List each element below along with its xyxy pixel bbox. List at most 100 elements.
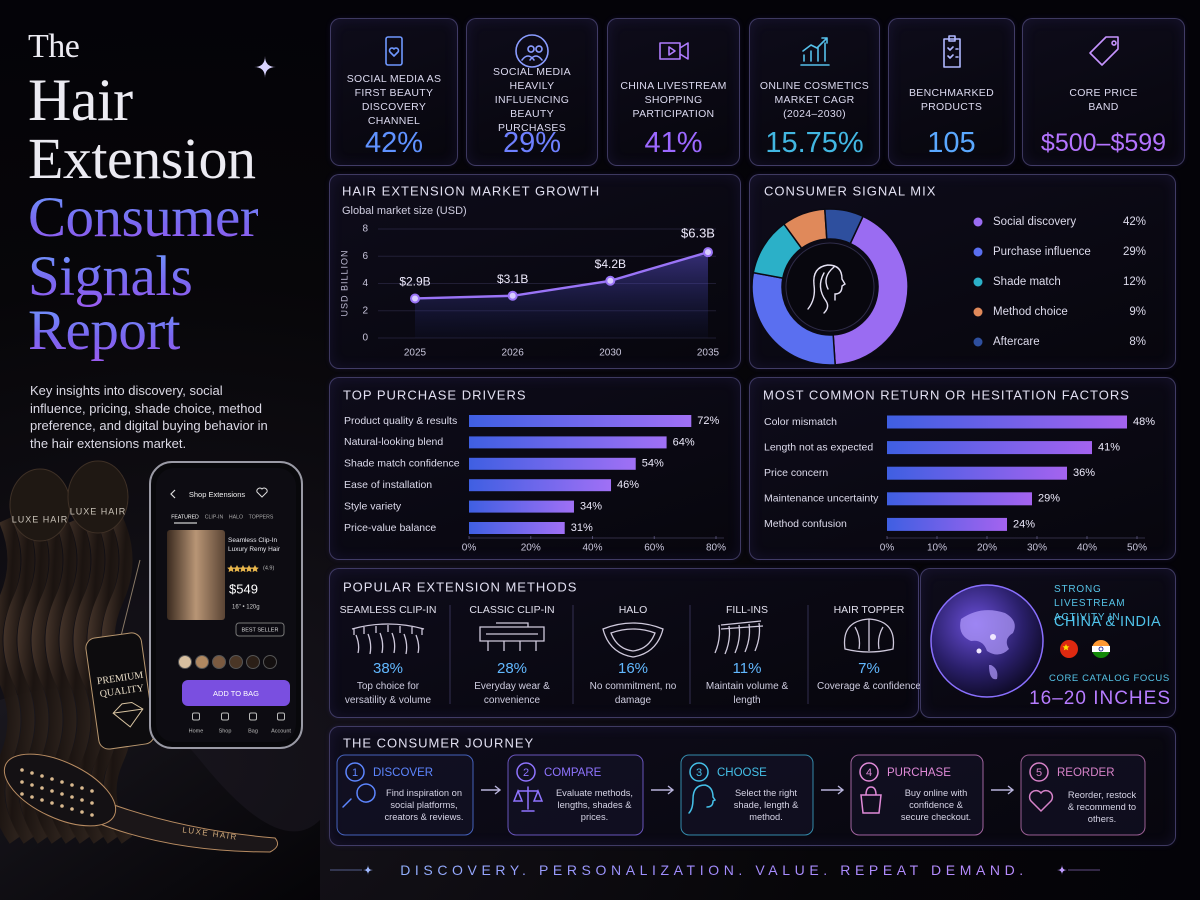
- point: [703, 247, 713, 258]
- chart-panel: TOP PURCHASE DRIVERS 0% 20% 40% 60% 80% Produc…: [329, 377, 741, 560]
- x-tick-label: 40%: [1077, 543, 1097, 554]
- brush-bristle: [60, 780, 64, 784]
- value-label: $4.2B: [595, 257, 626, 271]
- method-note: No commitment, no damage: [589, 681, 677, 706]
- step-number: 2: [523, 767, 529, 779]
- shade-swatch: [195, 655, 209, 669]
- focus-label: CORE CATALOG FOCUS: [1049, 673, 1170, 684]
- legend-label: Social discovery: [993, 216, 1076, 228]
- icon-stroke: [515, 34, 549, 68]
- icon-stroke: [942, 35, 961, 68]
- value-label: 31%: [571, 522, 593, 534]
- brush-bristle: [50, 777, 54, 781]
- bar: [887, 466, 1067, 480]
- step-box: [336, 754, 474, 836]
- brush-bristle: [20, 792, 24, 796]
- chart-subtitle: Global market size (USD): [342, 205, 467, 217]
- nav-label: Home: [189, 728, 204, 734]
- value-label: $6.3B: [681, 226, 715, 241]
- x-tick-label: 20%: [521, 543, 541, 554]
- title-line: Report: [28, 299, 181, 362]
- kpi-value: 105: [927, 127, 976, 159]
- title-line: The: [28, 28, 80, 65]
- step-box: [680, 754, 814, 836]
- kpi-value: 15.75%: [765, 127, 864, 159]
- rating: (4.9): [263, 565, 274, 571]
- bar: [887, 492, 1032, 506]
- legend-swatch: [973, 337, 983, 347]
- kpi-icon: [942, 35, 961, 68]
- methods-panel: POPULAR EXTENSION METHODS SEAMLESS CLIP-I…: [329, 568, 921, 718]
- title-line: Consumer: [28, 186, 259, 249]
- category-label: Natural-looking blend: [344, 436, 443, 448]
- method-name: SEAMLESS CLIP-IN: [339, 604, 437, 616]
- legend-value: 29%: [1123, 246, 1146, 258]
- shade-swatch: [229, 655, 243, 669]
- back-chevron: [170, 489, 176, 499]
- step-text: Select the right shade, length & method.: [733, 788, 799, 822]
- method-icon: [351, 623, 425, 655]
- icon-stroke: [385, 36, 403, 66]
- add-button-label: ADD TO BAG: [213, 689, 259, 698]
- step-text: Evaluate methods, lengths, shades & pric…: [555, 788, 633, 822]
- y-tick-label: 2: [362, 305, 368, 316]
- donut-center: [785, 242, 875, 332]
- method-icon: [602, 622, 664, 658]
- kpi-label: CORE PRICE BAND: [1069, 87, 1138, 113]
- rating-star: [245, 565, 253, 573]
- rating-star: [227, 565, 235, 573]
- brush-bristle: [70, 807, 74, 811]
- shade-swatch: [178, 655, 192, 669]
- kpi-label: CHINA LIVESTREAM SHOPPING PARTICIPATION: [620, 80, 727, 120]
- add-button: [182, 680, 290, 706]
- face-icon: [807, 264, 846, 314]
- chart: HAIR EXTENSION MARKET GROWTH Global marke…: [339, 183, 719, 358]
- kpi-label: SOCIAL MEDIA AS FIRST BEAUTY DISCOVERY C…: [346, 73, 442, 127]
- step-name: PURCHASE: [887, 767, 951, 779]
- bar: [469, 415, 692, 427]
- bar: [469, 522, 565, 534]
- x-tick-label: 0%: [462, 543, 477, 554]
- bundle-brand: LUXE HAIR: [70, 506, 127, 516]
- line: [414, 251, 709, 300]
- category-label: Maintenance uncertainty: [764, 493, 879, 505]
- brush-bristle: [50, 789, 54, 793]
- brush-bristle: [90, 801, 94, 805]
- livestream-panel: STRONG LIVESTREAM ACTIVITY IN CHINA & IND…: [920, 568, 1176, 718]
- methods-art: POPULAR EXTENSION METHODS: [343, 579, 895, 704]
- step-box: [850, 754, 984, 836]
- step-icon: [1028, 789, 1054, 813]
- kpi-icon: [385, 36, 403, 66]
- diamond-icon: [112, 701, 144, 728]
- brush-bristle: [40, 798, 44, 802]
- price: $549: [229, 581, 258, 596]
- focus-value: 16–20 INCHES: [1029, 688, 1171, 709]
- step-text: Buy online with confidence & secure chec…: [900, 788, 972, 822]
- chart-title: CONSUMER SIGNAL MIX: [764, 183, 936, 198]
- legend-label: Purchase influence: [993, 246, 1091, 258]
- icon-stroke: [799, 37, 830, 66]
- category-label: Ease of installation: [344, 479, 432, 491]
- kpi-value: $500–$599: [1040, 129, 1167, 157]
- step-icon: [688, 784, 717, 814]
- method-share: 16%: [617, 660, 649, 677]
- method-icon: [714, 620, 764, 655]
- price-tag: [85, 632, 155, 750]
- badge: BEST SELLER: [242, 627, 279, 633]
- screen-tab: HALO: [229, 514, 243, 520]
- title-line: Extension: [28, 126, 256, 191]
- product-image: [167, 530, 225, 620]
- y-tick-label: 0: [362, 333, 368, 344]
- legend-label: Method choice: [993, 306, 1068, 318]
- brush-bristle: [30, 795, 34, 799]
- rating-star: [251, 565, 259, 573]
- flag-india-wheel: [1098, 646, 1104, 652]
- kpi-icon: [515, 34, 549, 68]
- brush-bristle: [50, 801, 54, 805]
- category-label: Shade match confidence: [344, 458, 460, 470]
- chart-panel: HAIR EXTENSION MARKET GROWTH Global marke…: [329, 174, 741, 369]
- value-label: $2.9B: [399, 275, 430, 289]
- product-name: Seamless Clip-In Luxury Remy Hair: [228, 537, 281, 553]
